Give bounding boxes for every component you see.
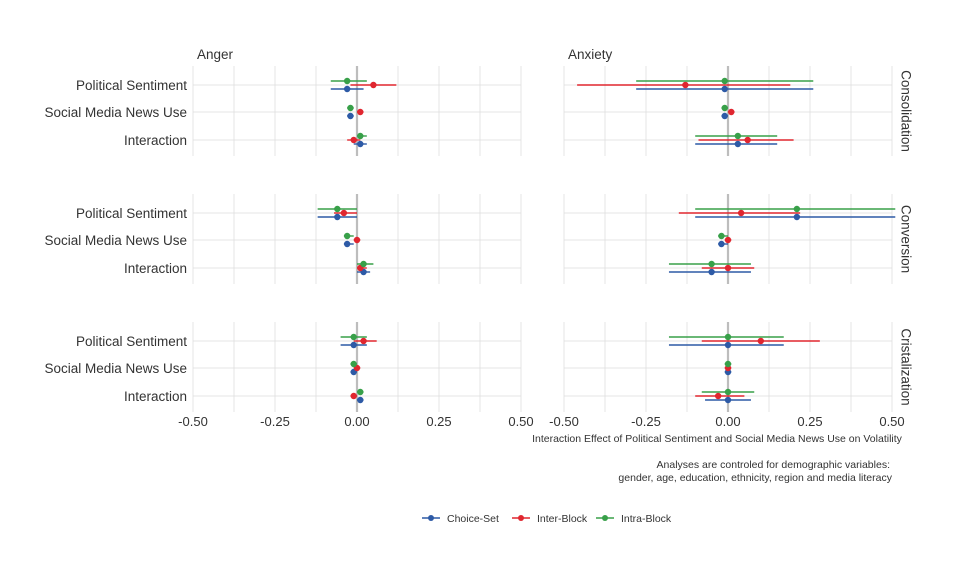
- x-tick-label: 0.50: [879, 414, 904, 429]
- y-tick-label: Interaction: [124, 261, 187, 276]
- point-choice-set-social-media-news-use: [721, 112, 728, 120]
- caption-line-2: gender, age, education, ethnicity, regio…: [618, 472, 892, 484]
- point-inter-block-social-media-news-use: [724, 236, 732, 244]
- point-choice-set-political-sentiment: [343, 85, 351, 93]
- y-tick-label: Political Sentiment: [76, 206, 187, 221]
- legend-key-point: [428, 515, 434, 521]
- y-tick-label: Interaction: [124, 133, 187, 148]
- y-tick-label: Social Media News Use: [44, 105, 187, 120]
- point-inter-block-interaction: [714, 392, 722, 400]
- point-intra-block-interaction: [724, 388, 732, 396]
- point-choice-set-social-media-news-use: [718, 240, 725, 248]
- legend-label: Inter-Block: [537, 513, 588, 525]
- panel-anxiety-cristalization: Cristalization: [563, 322, 913, 412]
- point-intra-block-interaction: [734, 132, 742, 140]
- point-intra-block-political-sentiment: [350, 333, 357, 341]
- panel-anger-conversion: Political Sentiment Social Media News Use…: [44, 194, 522, 284]
- point-inter-block-interaction: [724, 264, 732, 272]
- panel-anxiety-consolidation: Anxiety Consolidation: [563, 47, 913, 156]
- point-choice-set-interaction: [357, 396, 364, 404]
- point-intra-block-political-sentiment: [343, 77, 351, 85]
- facet-column-title: Anxiety: [568, 47, 613, 62]
- facet-panels: Political Sentiment Social Media News Use…: [44, 47, 913, 412]
- point-choice-set-interaction: [724, 396, 732, 404]
- x-tick-label: 0.25: [797, 414, 822, 429]
- point-inter-block-social-media-news-use: [353, 236, 361, 244]
- point-inter-block-political-sentiment: [340, 209, 348, 217]
- point-inter-block-political-sentiment: [737, 209, 745, 217]
- point-intra-block-social-media-news-use: [343, 232, 351, 240]
- point-choice-set-interaction: [357, 140, 364, 148]
- x-tick-label: 0.00: [344, 414, 369, 429]
- caption-line-1: Analyses are controled for demographic v…: [657, 459, 890, 471]
- panel-anger-consolidation: Political Sentiment Social Media News Use…: [44, 47, 522, 156]
- x-tick-label: 0.00: [715, 414, 740, 429]
- point-inter-block-social-media-news-use: [728, 108, 735, 116]
- x-tick-label: -0.25: [260, 414, 290, 429]
- legend-key-point: [518, 515, 524, 521]
- legend-item-inter-block: Inter-Block: [512, 513, 588, 525]
- facet-column-title: Anger: [197, 47, 234, 62]
- y-tick-label: Political Sentiment: [76, 334, 187, 349]
- point-intra-block-social-media-news-use: [721, 104, 728, 112]
- x-tick-label: -0.50: [549, 414, 579, 429]
- legend-item-choice-set: Choice-Set: [422, 513, 499, 525]
- x-tick-label: 0.50: [508, 414, 533, 429]
- legend-label: Choice-Set: [447, 513, 499, 525]
- point-inter-block-political-sentiment: [757, 337, 764, 345]
- legend-key-point: [602, 515, 608, 521]
- point-inter-block-social-media-news-use: [357, 108, 364, 116]
- y-tick-label: Political Sentiment: [76, 78, 187, 93]
- facet-row-title: Cristalization: [898, 328, 913, 405]
- facet-row-title: Consolidation: [898, 70, 913, 152]
- legend-item-intra-block: Intra-Block: [596, 513, 672, 525]
- point-intra-block-social-media-news-use: [347, 104, 354, 112]
- facet-row-title: Conversion: [898, 205, 913, 273]
- point-intra-block-social-media-news-use: [724, 360, 732, 368]
- point-inter-block-political-sentiment: [360, 337, 367, 345]
- panel-anger-cristalization: Political Sentiment Social Media News Use…: [44, 322, 522, 412]
- point-inter-block-political-sentiment: [370, 81, 377, 89]
- point-choice-set-social-media-news-use: [347, 112, 354, 120]
- y-tick-label: Interaction: [124, 389, 187, 404]
- x-axis-title: Interaction Effect of Political Sentimen…: [532, 433, 903, 445]
- point-intra-block-political-sentiment: [793, 205, 801, 213]
- y-tick-label: Social Media News Use: [44, 233, 187, 248]
- point-intra-block-interaction: [357, 388, 364, 396]
- x-tick-label: -0.50: [178, 414, 208, 429]
- point-choice-set-social-media-news-use: [343, 240, 351, 248]
- point-intra-block-political-sentiment: [334, 205, 341, 213]
- point-inter-block-interaction: [350, 392, 357, 400]
- point-inter-block-political-sentiment: [682, 81, 689, 89]
- point-choice-set-political-sentiment: [793, 213, 801, 221]
- point-intra-block-interaction: [708, 260, 715, 268]
- point-inter-block-interaction: [350, 136, 357, 144]
- point-intra-block-political-sentiment: [724, 333, 732, 341]
- point-choice-set-political-sentiment: [721, 85, 728, 93]
- point-intra-block-political-sentiment: [721, 77, 728, 85]
- panel-anxiety-conversion: Conversion: [563, 194, 913, 284]
- legend-label: Intra-Block: [621, 513, 672, 525]
- point-inter-block-interaction: [744, 136, 751, 144]
- point-intra-block-social-media-news-use: [718, 232, 725, 240]
- point-intra-block-interaction: [360, 260, 367, 268]
- point-intra-block-social-media-news-use: [350, 360, 357, 368]
- point-choice-set-interaction: [708, 268, 715, 276]
- y-tick-label: Social Media News Use: [44, 361, 187, 376]
- point-choice-set-interaction: [734, 140, 742, 148]
- point-choice-set-political-sentiment: [334, 213, 341, 221]
- legend: Choice-Set Inter-Block Intra-Block: [422, 513, 672, 525]
- point-intra-block-interaction: [357, 132, 364, 140]
- x-tick-label: -0.25: [631, 414, 661, 429]
- x-tick-label: 0.25: [426, 414, 451, 429]
- point-choice-set-political-sentiment: [724, 341, 732, 349]
- x-tick-labels: -0.50 -0.25 0.00 0.25 0.50 -0.50 -0.25 0.00 0.25…: [178, 414, 904, 429]
- point-choice-set-political-sentiment: [350, 341, 357, 349]
